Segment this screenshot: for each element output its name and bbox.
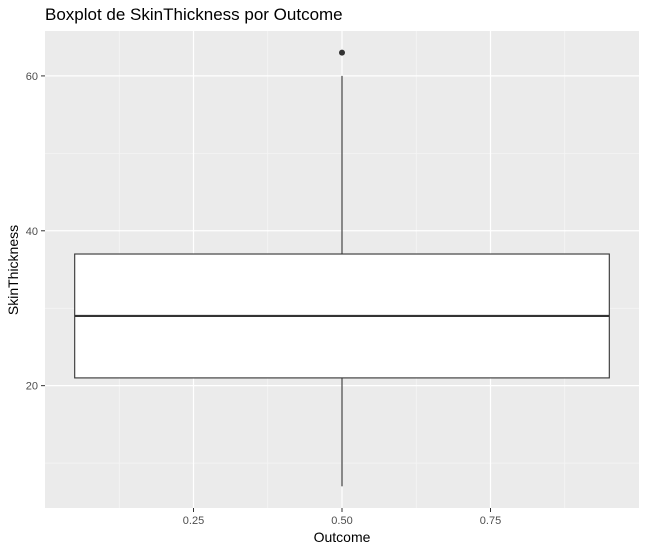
y-axis: 20 40 60: [26, 71, 45, 393]
outlier-point: [339, 49, 345, 56]
y-tick-label: 20: [26, 381, 38, 393]
y-tick-label: 60: [26, 71, 38, 83]
boxplot: [74, 49, 610, 487]
x-axis-title: Outcome: [314, 529, 371, 545]
y-axis-title: SkinThickness: [5, 225, 21, 315]
y-tick-label: 40: [26, 226, 38, 238]
x-tick-label: 0.25: [183, 515, 204, 527]
chart-title: Boxplot de SkinThickness por Outcome: [45, 5, 343, 24]
x-axis: 0.25 0.50 0.75: [183, 508, 501, 527]
x-tick-label: 0.50: [331, 515, 352, 527]
x-tick-label: 0.75: [480, 515, 501, 527]
